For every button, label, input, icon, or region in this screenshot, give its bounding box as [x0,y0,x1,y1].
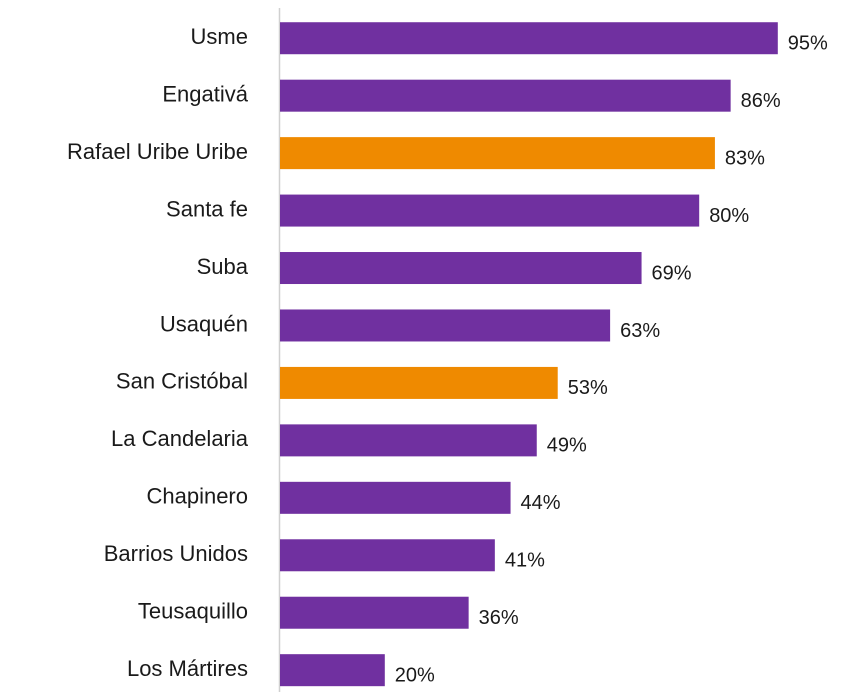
y-tick-label: Usaquén [160,311,248,336]
y-tick-label: La Candelaria [111,426,249,451]
data-label: 49% [547,435,587,457]
data-label: 44% [521,492,561,514]
data-label: 36% [479,607,519,629]
bar [280,79,731,112]
y-tick-label: Santa fe [166,196,248,221]
y-tick-label: San Cristóbal [116,369,248,394]
bar [280,137,715,170]
data-label: 86% [741,90,781,112]
y-tick-label: Los Mártires [127,656,248,681]
data-label: 53% [568,377,608,399]
bar [280,654,385,687]
y-tick-label: Engativá [162,81,248,106]
data-label: 69% [652,262,692,284]
y-tick-label: Barrios Unidos [104,541,248,566]
data-label: 63% [620,320,660,342]
y-tick-label: Usme [191,24,248,49]
y-tick-label: Chapinero [146,484,248,509]
bar [280,539,495,572]
data-label: 83% [725,147,765,169]
data-label: 95% [788,33,828,55]
y-tick-label: Suba [197,254,249,279]
bar [280,481,511,514]
bar [280,366,558,399]
bar [280,252,642,285]
bar [280,22,778,55]
bar [280,309,611,342]
y-tick-label: Teusaquillo [138,599,248,624]
data-label: 20% [395,664,435,686]
data-label: 41% [505,550,545,572]
bar [280,596,469,629]
bar [280,194,700,227]
data-label: 80% [709,205,749,227]
bar [280,424,537,457]
y-tick-label: Rafael Uribe Uribe [67,139,248,164]
